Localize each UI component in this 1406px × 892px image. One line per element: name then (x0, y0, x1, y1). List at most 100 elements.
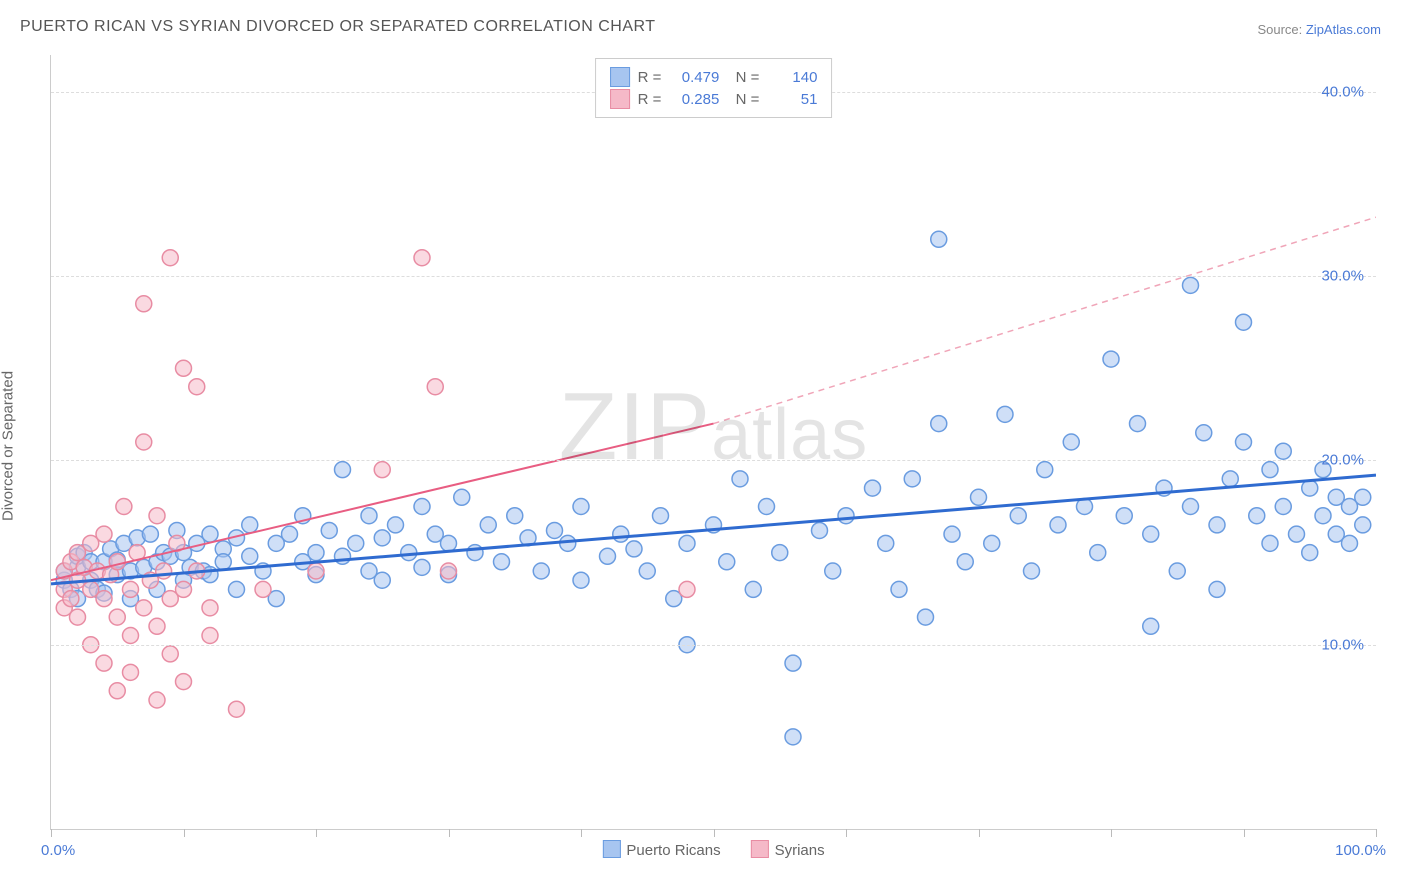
data-point (374, 530, 390, 546)
data-point (1103, 351, 1119, 367)
data-point (441, 563, 457, 579)
source-link[interactable]: ZipAtlas.com (1306, 22, 1381, 37)
data-point (1355, 517, 1371, 533)
data-point (971, 489, 987, 505)
data-point (785, 729, 801, 745)
data-point (308, 545, 324, 561)
data-point (109, 554, 125, 570)
data-point (838, 508, 854, 524)
data-point (891, 581, 907, 597)
data-point (136, 434, 152, 450)
data-point (1315, 508, 1331, 524)
data-point (1143, 618, 1159, 634)
data-point (374, 572, 390, 588)
data-point (321, 522, 337, 538)
data-point (414, 250, 430, 266)
x-tick (714, 829, 715, 837)
data-point (573, 499, 589, 515)
legend-r-label: R = (638, 91, 662, 108)
data-point (467, 545, 483, 561)
gridline (51, 276, 1376, 277)
gridline (51, 460, 1376, 461)
data-point (1050, 517, 1066, 533)
data-point (1010, 508, 1026, 524)
y-tick-label: 40.0% (1321, 83, 1364, 100)
x-tick (51, 829, 52, 837)
trend-line-extrapolated (714, 217, 1377, 423)
data-point (507, 508, 523, 524)
data-point (1169, 563, 1185, 579)
data-point (745, 581, 761, 597)
data-point (1236, 434, 1252, 450)
data-point (1183, 277, 1199, 293)
y-tick-label: 10.0% (1321, 636, 1364, 653)
data-point (454, 489, 470, 505)
x-axis-min-label: 0.0% (41, 842, 75, 859)
data-point (63, 591, 79, 607)
legend-swatch (610, 67, 630, 87)
data-point (1275, 499, 1291, 515)
data-point (1355, 489, 1371, 505)
source-label: Source: (1257, 22, 1305, 37)
x-tick (1376, 829, 1377, 837)
data-point (229, 581, 245, 597)
data-point (1196, 425, 1212, 441)
legend-n-label: N = (727, 69, 759, 86)
data-point (984, 535, 1000, 551)
data-point (626, 541, 642, 557)
data-point (600, 548, 616, 564)
data-point (1222, 471, 1238, 487)
data-point (1302, 545, 1318, 561)
chart-title: PUERTO RICAN VS SYRIAN DIVORCED OR SEPAR… (20, 18, 656, 36)
legend-swatch (751, 840, 769, 858)
data-point (1342, 535, 1358, 551)
data-point (70, 609, 86, 625)
data-point (202, 628, 218, 644)
x-tick (846, 829, 847, 837)
data-point (282, 526, 298, 542)
data-point (1143, 526, 1159, 542)
data-point (1063, 434, 1079, 450)
data-point (613, 526, 629, 542)
data-point (176, 581, 192, 597)
data-point (1130, 416, 1146, 432)
data-point (1249, 508, 1265, 524)
data-point (348, 535, 364, 551)
data-point (1090, 545, 1106, 561)
data-point (202, 600, 218, 616)
data-point (997, 406, 1013, 422)
data-point (1289, 526, 1305, 542)
y-axis-label: Divorced or Separated (0, 371, 17, 521)
plot-area: ZIPatlas R =0.479 N =140R =0.285 N =51 0… (50, 55, 1376, 830)
legend-r-value: 0.285 (669, 91, 719, 108)
data-point (931, 231, 947, 247)
data-point (123, 581, 139, 597)
data-point (1236, 314, 1252, 330)
data-point (162, 250, 178, 266)
legend-swatch (610, 89, 630, 109)
data-point (414, 559, 430, 575)
y-tick-label: 30.0% (1321, 268, 1364, 285)
data-point (335, 462, 351, 478)
legend-stat-row: R =0.479 N =140 (610, 67, 818, 87)
chart-container: PUERTO RICAN VS SYRIAN DIVORCED OR SEPAR… (0, 0, 1406, 892)
data-point (96, 655, 112, 671)
data-point (957, 554, 973, 570)
data-point (427, 379, 443, 395)
data-point (533, 563, 549, 579)
data-point (96, 526, 112, 542)
x-tick (979, 829, 980, 837)
data-point (1024, 563, 1040, 579)
data-point (904, 471, 920, 487)
data-point (812, 522, 828, 538)
data-point (136, 600, 152, 616)
data-point (547, 522, 563, 538)
legend-swatch (602, 840, 620, 858)
data-point (759, 499, 775, 515)
data-point (401, 545, 417, 561)
data-point (719, 554, 735, 570)
data-point (573, 572, 589, 588)
data-point (772, 545, 788, 561)
data-point (918, 609, 934, 625)
data-point (1116, 508, 1132, 524)
